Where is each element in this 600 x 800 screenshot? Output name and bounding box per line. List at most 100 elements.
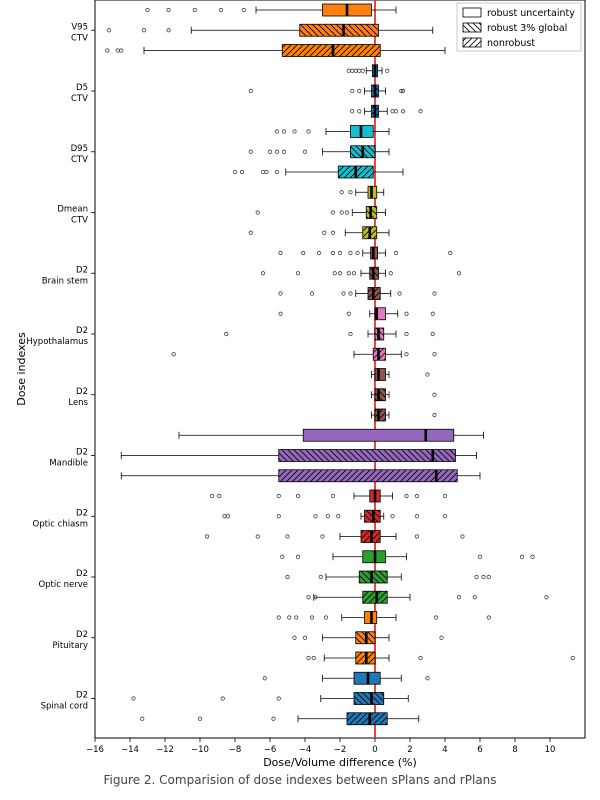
plot-area bbox=[94, 0, 586, 739]
x-tick-label: 4 bbox=[442, 745, 447, 755]
outlier-point bbox=[357, 109, 362, 114]
box-12-1 bbox=[262, 671, 430, 685]
outlier-point bbox=[210, 493, 215, 499]
outlier-point bbox=[278, 250, 283, 256]
outlier-point bbox=[320, 534, 325, 539]
outlier-point bbox=[171, 352, 176, 357]
outlier-point bbox=[278, 291, 283, 296]
box-8-1 bbox=[178, 428, 484, 442]
outlier-point bbox=[344, 210, 350, 215]
x-tick-label: 10 bbox=[545, 745, 556, 755]
legend-swatch-hatch bbox=[463, 38, 481, 47]
outlier-point bbox=[339, 190, 344, 195]
y-tick-label: D2 bbox=[76, 691, 88, 701]
y-tick-label: D2 bbox=[76, 448, 88, 458]
outlier-point bbox=[105, 48, 110, 53]
outlier-point bbox=[486, 615, 491, 620]
outlier-point bbox=[274, 149, 280, 154]
box-10-1 bbox=[280, 550, 535, 564]
outlier-point bbox=[239, 169, 245, 175]
outlier-point bbox=[262, 676, 267, 681]
y-tick-label: V95 bbox=[71, 22, 88, 32]
outlier-point bbox=[456, 595, 462, 600]
outlier-point bbox=[544, 595, 549, 600]
box-hatch bbox=[278, 449, 456, 462]
x-axis-label: Dose/Volume difference (%) bbox=[263, 756, 417, 769]
box-body bbox=[302, 428, 455, 442]
outlier-point bbox=[274, 169, 280, 175]
outlier-point bbox=[248, 149, 253, 154]
outlier-point bbox=[131, 696, 136, 701]
y-tick-label: Dmean bbox=[57, 205, 88, 215]
x-tick-label: −12 bbox=[156, 745, 174, 755]
outlier-point bbox=[474, 574, 479, 580]
box-4-3 bbox=[248, 226, 390, 240]
outlier-point bbox=[346, 271, 351, 276]
outlier-point bbox=[295, 271, 301, 276]
y-tick-label: CTV bbox=[71, 216, 88, 226]
y-tick-label: D2 bbox=[76, 569, 88, 579]
y-tick-label: Mandible bbox=[49, 459, 88, 469]
x-tick-label: −14 bbox=[121, 745, 139, 755]
outlier-point bbox=[119, 48, 124, 53]
outlier-point bbox=[295, 493, 301, 499]
outlier-point bbox=[218, 7, 224, 13]
outlier-point bbox=[224, 331, 229, 337]
box-hatch bbox=[375, 409, 386, 421]
outlier-point bbox=[432, 412, 437, 418]
outlier-point bbox=[439, 635, 444, 640]
outlier-point bbox=[313, 595, 318, 600]
y-tick-label: CTV bbox=[71, 94, 88, 104]
legend-label: robust uncertainty bbox=[487, 8, 575, 19]
box-6-2 bbox=[224, 327, 435, 341]
box-2-1 bbox=[346, 64, 390, 78]
box-7-2 bbox=[371, 388, 437, 402]
outlier-point bbox=[318, 574, 323, 580]
outlier-point bbox=[276, 696, 281, 701]
box-5-2 bbox=[260, 266, 462, 280]
outlier-point bbox=[141, 28, 147, 33]
outlier-point bbox=[264, 169, 269, 175]
y-tick-label: CTV bbox=[71, 33, 88, 43]
box-9-3 bbox=[204, 530, 465, 543]
outlier-point bbox=[351, 271, 357, 276]
x-tick-label: 6 bbox=[477, 745, 482, 755]
outlier-point bbox=[357, 88, 362, 94]
outlier-point bbox=[330, 250, 336, 256]
box-hatch bbox=[354, 692, 384, 705]
outlier-point bbox=[166, 7, 171, 13]
outlier-point bbox=[294, 615, 299, 620]
y-tick-label: Optic chiasm bbox=[33, 519, 89, 529]
outlier-point bbox=[332, 271, 337, 276]
x-tick-label: 0 bbox=[372, 745, 377, 755]
outlier-point bbox=[301, 250, 306, 256]
outlier-point bbox=[274, 129, 280, 134]
box-4-1 bbox=[339, 185, 385, 199]
y-tick-label: D2 bbox=[76, 387, 88, 397]
outlier-point bbox=[292, 635, 297, 640]
outlier-point bbox=[217, 493, 222, 499]
outlier-point bbox=[241, 7, 246, 13]
x-tick-label: −2 bbox=[334, 745, 347, 755]
box-hatch bbox=[362, 591, 388, 604]
x-tick-label: −16 bbox=[86, 745, 104, 755]
outlier-point bbox=[341, 291, 346, 296]
outlier-point bbox=[222, 514, 227, 519]
box-11-1 bbox=[276, 611, 491, 624]
outlier-point bbox=[306, 129, 311, 134]
outlier-point bbox=[460, 534, 465, 539]
outlier-point bbox=[442, 493, 448, 499]
outlier-point bbox=[418, 655, 423, 661]
outlier-point bbox=[309, 291, 315, 296]
box-8-3 bbox=[120, 469, 481, 483]
legend-swatch bbox=[462, 7, 482, 18]
outlier-point bbox=[570, 655, 575, 661]
outlier-point bbox=[267, 149, 273, 154]
outlier-point bbox=[285, 574, 290, 580]
y-tick-label: D2 bbox=[76, 630, 88, 640]
outlier-point bbox=[360, 68, 365, 73]
outlier-point bbox=[348, 250, 353, 256]
y-tick-label: D95 bbox=[71, 144, 88, 154]
outlier-point bbox=[393, 109, 399, 114]
box-11-2 bbox=[292, 631, 444, 645]
